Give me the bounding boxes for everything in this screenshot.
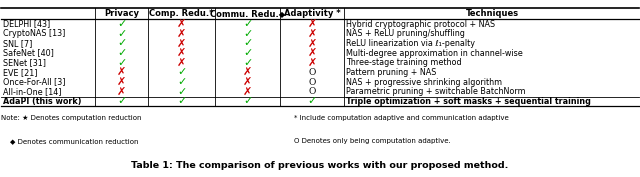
Text: ✓: ✓ xyxy=(117,58,126,68)
Text: ✗: ✗ xyxy=(117,87,126,97)
Text: O Denotes only being computation adaptive.: O Denotes only being computation adaptiv… xyxy=(294,138,451,144)
Text: Parametric pruning + switchable BatchNorm: Parametric pruning + switchable BatchNor… xyxy=(346,87,525,96)
Text: DELPHI [43]: DELPHI [43] xyxy=(3,20,50,29)
Text: ✗: ✗ xyxy=(177,48,186,58)
Text: Pattern pruning + NAS: Pattern pruning + NAS xyxy=(346,68,436,77)
Text: Note: ★ Denotes computation reduction: Note: ★ Denotes computation reduction xyxy=(1,115,141,121)
Text: Privacy: Privacy xyxy=(104,9,139,18)
Text: ✗: ✗ xyxy=(243,87,252,97)
Text: ✗: ✗ xyxy=(117,77,126,87)
Text: ✓: ✓ xyxy=(243,58,252,68)
Text: ✗: ✗ xyxy=(308,29,317,39)
Text: ✗: ✗ xyxy=(308,58,317,68)
Text: Adaptivity *: Adaptivity * xyxy=(284,9,340,18)
Text: AdaPI (this work): AdaPI (this work) xyxy=(3,97,81,106)
Text: SafeNet [40]: SafeNet [40] xyxy=(3,48,53,58)
Text: Commu. Redu.◆: Commu. Redu.◆ xyxy=(210,9,285,18)
Text: ✓: ✓ xyxy=(117,38,126,48)
Text: ✓: ✓ xyxy=(308,96,317,106)
Text: ✓: ✓ xyxy=(243,96,252,106)
Text: Comp. Redu.*: Comp. Redu.* xyxy=(150,9,214,18)
Text: ✗: ✗ xyxy=(177,29,186,39)
Text: All-in-One [14]: All-in-One [14] xyxy=(3,87,61,96)
Text: ✓: ✓ xyxy=(117,48,126,58)
Text: Table 1: The comparison of previous works with our proposed method.: Table 1: The comparison of previous work… xyxy=(131,161,509,170)
Text: ✗: ✗ xyxy=(177,58,186,68)
Text: ✓: ✓ xyxy=(177,96,186,106)
Text: SNL [7]: SNL [7] xyxy=(3,39,32,48)
Text: ✗: ✗ xyxy=(308,19,317,29)
Text: ✗: ✗ xyxy=(308,48,317,58)
Text: ✗: ✗ xyxy=(243,67,252,77)
Text: O: O xyxy=(308,68,316,77)
Text: ✓: ✓ xyxy=(243,29,252,39)
Text: ✓: ✓ xyxy=(117,96,126,106)
Text: Hybrid cryptographic protocol + NAS: Hybrid cryptographic protocol + NAS xyxy=(346,20,495,29)
Text: ✗: ✗ xyxy=(308,38,317,48)
Text: ✗: ✗ xyxy=(177,38,186,48)
Text: NAS + progressive shrinking algorithm: NAS + progressive shrinking algorithm xyxy=(346,78,502,87)
Text: ✗: ✗ xyxy=(117,67,126,77)
Text: O: O xyxy=(308,87,316,96)
Text: ✓: ✓ xyxy=(243,19,252,29)
Text: ✓: ✓ xyxy=(177,67,186,77)
Text: Multi-degree approximation in channel-wise: Multi-degree approximation in channel-wi… xyxy=(346,48,522,58)
Text: Techniques: Techniques xyxy=(466,9,520,18)
Text: Once-For-All [3]: Once-For-All [3] xyxy=(3,78,65,87)
Text: Triple optimization + soft masks + sequential training: Triple optimization + soft masks + seque… xyxy=(346,97,591,106)
Text: ✓: ✓ xyxy=(243,48,252,58)
Text: ✓: ✓ xyxy=(117,29,126,39)
Text: CryptoNAS [13]: CryptoNAS [13] xyxy=(3,29,65,38)
Text: ✓: ✓ xyxy=(177,87,186,97)
Text: ✓: ✓ xyxy=(177,77,186,87)
Text: ✗: ✗ xyxy=(177,19,186,29)
Text: O: O xyxy=(308,78,316,87)
Text: ✓: ✓ xyxy=(117,19,126,29)
Text: ◆ Denotes communication reduction: ◆ Denotes communication reduction xyxy=(1,138,138,144)
Text: * Include computation adaptive and communication adaptive: * Include computation adaptive and commu… xyxy=(294,115,509,121)
Text: Three-stage training method: Three-stage training method xyxy=(346,58,461,67)
Text: SENet [31]: SENet [31] xyxy=(3,58,45,67)
Text: ✓: ✓ xyxy=(243,38,252,48)
Text: EVE [21]: EVE [21] xyxy=(3,68,37,77)
Text: ✗: ✗ xyxy=(243,77,252,87)
Text: ReLU linearization via ℓ₁-penalty: ReLU linearization via ℓ₁-penalty xyxy=(346,39,475,48)
Text: NAS + ReLU pruning/shuffling: NAS + ReLU pruning/shuffling xyxy=(346,29,465,38)
